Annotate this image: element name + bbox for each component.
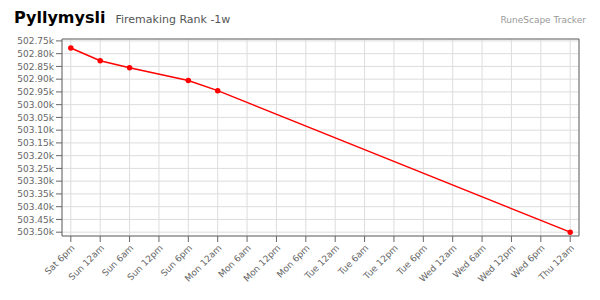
svg-text:502.80k: 502.80k [17, 49, 54, 59]
svg-text:503.10k: 503.10k [17, 125, 54, 135]
svg-text:Wed 12pm: Wed 12pm [476, 243, 517, 284]
svg-text:503.35k: 503.35k [17, 189, 54, 199]
svg-text:Wed 6pm: Wed 6pm [509, 242, 547, 281]
svg-text:503.05k: 503.05k [17, 113, 54, 123]
svg-text:Tue 12pm: Tue 12pm [361, 243, 400, 282]
svg-text:502.85k: 502.85k [17, 62, 54, 72]
svg-text:Sun 12pm: Sun 12pm [125, 243, 165, 283]
svg-text:Tue 6am: Tue 6am [336, 242, 371, 277]
svg-text:Sat 6pm: Sat 6pm [42, 242, 77, 277]
svg-text:503.15k: 503.15k [17, 138, 54, 148]
svg-text:503.30k: 503.30k [17, 176, 54, 186]
svg-text:Mon 6pm: Mon 6pm [274, 242, 312, 280]
svg-text:502.75k: 502.75k [17, 36, 54, 46]
svg-text:503.50k: 503.50k [17, 227, 54, 237]
svg-text:Mon 6am: Mon 6am [216, 242, 253, 280]
svg-text:Mon 12am: Mon 12am [183, 243, 224, 284]
svg-text:502.90k: 502.90k [17, 74, 54, 84]
html-text:Firemaking Rank -1w: Firemaking Rank -1w [115, 13, 231, 26]
svg-text:Wed 6am: Wed 6am [450, 242, 488, 280]
html-text:Pyllymysli: Pyllymysli [14, 8, 106, 27]
svg-text:503.25k: 503.25k [17, 164, 54, 174]
html-text:RuneScape Tracker: RuneScape Tracker [500, 15, 586, 25]
svg-text:503.00k: 503.00k [17, 100, 54, 110]
svg-text:Tue 12am: Tue 12am [302, 243, 341, 282]
svg-text:503.40k: 503.40k [17, 202, 54, 212]
svg-text:Sun 12am: Sun 12am [67, 243, 106, 282]
svg-text:Wed 12am: Wed 12am [417, 243, 458, 284]
svg-text:503.45k: 503.45k [17, 215, 54, 225]
svg-text:Thu 12am: Thu 12am [536, 243, 576, 283]
svg-text:503.20k: 503.20k [17, 151, 54, 161]
svg-text:Tue 6pm: Tue 6pm [395, 242, 430, 278]
svg-text:Sun 6pm: Sun 6pm [158, 242, 195, 279]
svg-text:502.95k: 502.95k [17, 87, 54, 97]
svg-text:Sun 6am: Sun 6am [100, 242, 136, 279]
svg-text:Mon 12pm: Mon 12pm [242, 243, 283, 284]
